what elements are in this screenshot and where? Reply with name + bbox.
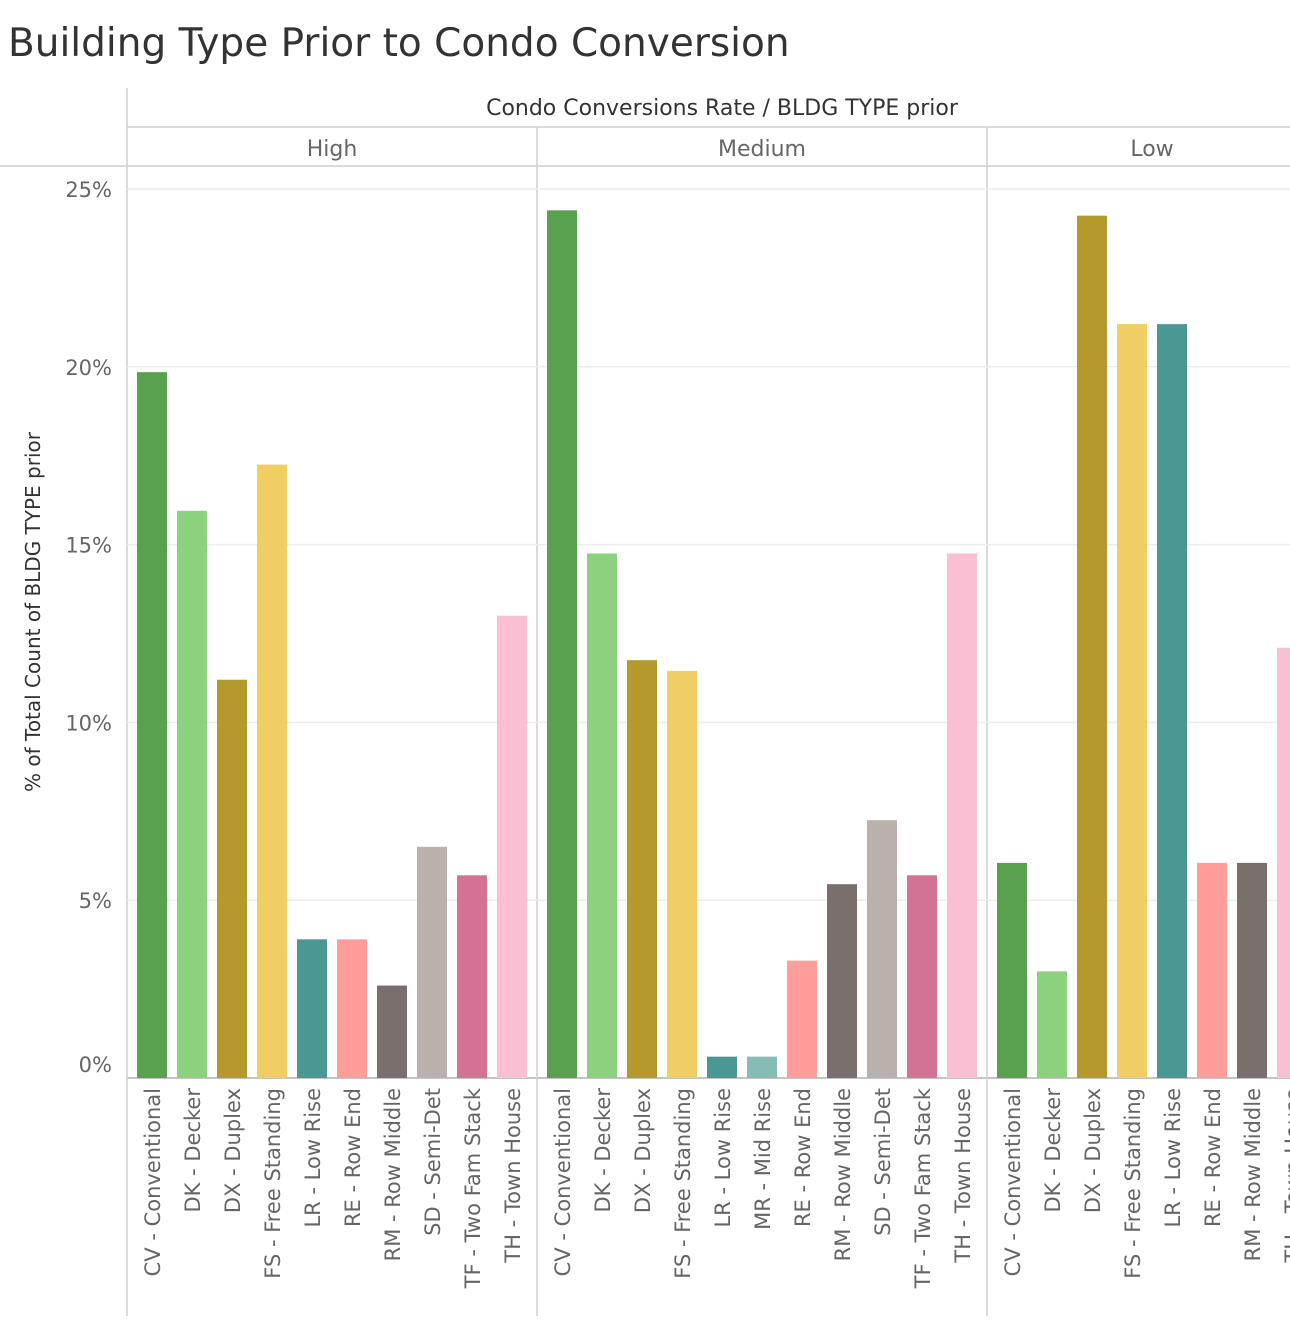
y-axis: 0% 5% 10% 15% 20% 25% % of Total Count of BLDG…	[21, 178, 112, 1077]
bar[interactable]	[587, 553, 617, 1078]
bar[interactable]	[997, 862, 1027, 1078]
gridlines	[127, 188, 1290, 901]
x-tick-label: FS - Free Standing	[671, 1088, 695, 1279]
bar[interactable]	[827, 884, 857, 1078]
y-tick-label: 15%	[65, 534, 112, 558]
bar[interactable]	[1237, 862, 1267, 1078]
panel-headers: Condo Conversions Rate / BLDG TYPE prior…	[307, 96, 1174, 162]
bars	[137, 210, 1290, 1079]
bar[interactable]	[297, 939, 327, 1078]
x-tick-label: TH - Town House	[1281, 1088, 1290, 1264]
bar[interactable]	[337, 939, 367, 1078]
bar[interactable]	[667, 670, 697, 1078]
y-tick-label: 25%	[65, 178, 112, 202]
x-tick-label: FS - Free Standing	[261, 1088, 285, 1279]
x-tick-label: LR - Low Rise	[1161, 1088, 1185, 1228]
bar[interactable]	[1077, 215, 1107, 1079]
x-tick-label: DX - Duplex	[221, 1088, 245, 1213]
column-header: Condo Conversions Rate / BLDG TYPE prior	[486, 96, 959, 121]
bar[interactable]	[257, 464, 287, 1079]
bar[interactable]	[1197, 862, 1227, 1078]
y-tick-label: 20%	[65, 356, 112, 380]
x-tick-label: RM - Row Middle	[381, 1088, 405, 1261]
x-tick-label: DK - Decker	[1041, 1088, 1065, 1213]
y-tick-label: 0%	[79, 1053, 112, 1077]
x-tick-label: TF - Two Fam Stack	[911, 1087, 935, 1289]
bar[interactable]	[457, 875, 487, 1078]
bar[interactable]	[497, 615, 527, 1078]
y-tick-label: 5%	[79, 889, 112, 913]
x-tick-label: CV - Conventional	[1001, 1088, 1025, 1276]
bar[interactable]	[377, 985, 407, 1078]
bar[interactable]	[417, 846, 447, 1078]
x-tick-label: RE - Row End	[791, 1088, 815, 1227]
panel-header-high: High	[307, 137, 358, 162]
x-tick-label: MR - Mid Rise	[751, 1088, 775, 1230]
bar[interactable]	[137, 372, 167, 1078]
x-tick-label: RM - Row Middle	[1241, 1088, 1265, 1261]
chart-title: Building Type Prior to Condo Conversion	[8, 21, 790, 66]
x-tick-label: TH - Town House	[501, 1088, 525, 1264]
bar[interactable]	[907, 875, 937, 1078]
panel-header-low: Low	[1130, 137, 1173, 162]
bar[interactable]	[177, 510, 207, 1078]
x-tick-label: DK - Decker	[591, 1088, 615, 1213]
y-axis-title: % of Total Count of BLDG TYPE prior	[21, 431, 45, 792]
x-tick-label: RE - Row End	[341, 1088, 365, 1227]
x-tick-label: RM - Row Middle	[831, 1088, 855, 1261]
x-tick-label: TH - Town House	[951, 1088, 975, 1264]
x-tick-label: CV - Conventional	[141, 1088, 165, 1276]
bar[interactable]	[1157, 324, 1187, 1078]
bar[interactable]	[217, 679, 247, 1078]
bar[interactable]	[947, 553, 977, 1078]
x-tick-label: SD - Semi-Det	[421, 1088, 445, 1236]
x-tick-label: LR - Low Rise	[301, 1088, 325, 1228]
x-tick-label: DK - Decker	[181, 1088, 205, 1213]
x-tick-label: RE - Row End	[1201, 1088, 1225, 1227]
bar[interactable]	[747, 1056, 777, 1078]
x-tick-label: DX - Duplex	[631, 1088, 655, 1213]
x-axis: CV - Conventional DK - Decker DX - Duplex F…	[141, 1087, 1290, 1289]
bar[interactable]	[1277, 647, 1290, 1078]
x-tick-label: FS - Free Standing	[1121, 1088, 1145, 1279]
x-tick-label: DX - Duplex	[1081, 1088, 1105, 1213]
x-tick-label: TF - Two Fam Stack	[461, 1087, 485, 1289]
bar[interactable]	[627, 660, 657, 1078]
panel-header-medium: Medium	[718, 137, 806, 162]
bar[interactable]	[1117, 324, 1147, 1078]
bar[interactable]	[787, 960, 817, 1078]
bar[interactable]	[867, 820, 897, 1078]
bar[interactable]	[1037, 971, 1067, 1078]
x-tick-label: SD - Semi-Det	[871, 1088, 895, 1236]
bar[interactable]	[547, 210, 577, 1078]
bar[interactable]	[707, 1056, 737, 1078]
y-tick-label: 10%	[65, 711, 112, 735]
x-tick-label: LR - Low Rise	[711, 1088, 735, 1228]
x-tick-label: CV - Conventional	[551, 1088, 575, 1276]
